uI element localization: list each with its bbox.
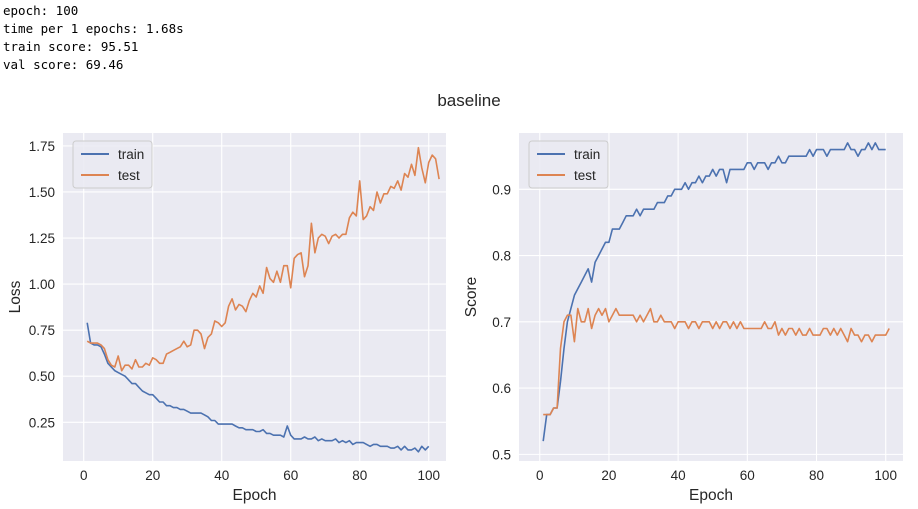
score-x-tick-label: 80 (809, 468, 824, 483)
score-x-tick-label: 60 (740, 468, 755, 483)
score-y-tick-label: 0.9 (492, 182, 511, 197)
score-series-test-line (543, 307, 890, 416)
loss-y-axis-label: Loss (7, 280, 24, 313)
loss-y-tick-label: 0.75 (29, 323, 55, 338)
loss-y-tick-label: 0.25 (29, 415, 55, 430)
loss-y-tick-label: 1.25 (29, 231, 55, 246)
loss-x-tick-label: 20 (145, 468, 160, 483)
log-epoch: epoch: 100 (3, 3, 79, 18)
log-time-per-epoch: time per 1 epochs: 1.68s (3, 21, 184, 36)
score-legend (528, 140, 609, 189)
score-y-tick-label: 0.6 (492, 381, 511, 396)
score-x-axis-label: Epoch (689, 487, 733, 504)
log-train-score: train score: 95.51 (3, 39, 139, 54)
loss-y-tick-label: 1.00 (29, 277, 55, 292)
loss-series-test-line (86, 146, 440, 372)
score-x-tick-label: 20 (601, 468, 616, 483)
log-val-score: val score: 69.46 (3, 57, 124, 72)
loss-legend (72, 140, 153, 189)
loss-x-tick-label: 0 (80, 468, 88, 483)
loss-x-tick-label: 80 (352, 468, 367, 483)
loss-series-train-line (86, 322, 430, 453)
score-y-tick-label: 0.8 (492, 249, 511, 264)
loss-legend-test-label: test (118, 168, 140, 183)
loss-x-tick-label: 100 (417, 468, 440, 483)
loss-chart: 0 20 40 60 80 100 0.25 0.50 0.75 1.00 1.25 1.50 1.75… (7, 133, 446, 504)
loss-legend-train-label: train (118, 147, 144, 162)
score-series-train-line (542, 142, 886, 442)
loss-y-tick-label: 1.75 (29, 139, 55, 154)
score-x-tick-label: 100 (874, 468, 897, 483)
loss-x-tick-label: 60 (283, 468, 298, 483)
figure-title: baseline (437, 91, 500, 110)
loss-y-tick-label: 1.50 (29, 185, 55, 200)
score-x-tick-label: 0 (536, 468, 544, 483)
training-log: epoch: 100 time per 1 epochs: 1.68s trai… (3, 2, 184, 74)
score-chart: 0 20 40 60 80 100 0.5 0.6 0.7 0.8 0.9 Epoch Score tra… (463, 133, 903, 504)
score-y-tick-label: 0.5 (492, 447, 511, 462)
score-y-axis-label: Score (463, 277, 480, 318)
score-x-tick-label: 40 (671, 468, 686, 483)
loss-y-tick-label: 0.50 (29, 369, 55, 384)
score-legend-train-label: train (574, 147, 600, 162)
score-legend-test-label: test (574, 168, 596, 183)
loss-x-axis-label: Epoch (233, 487, 277, 504)
score-y-tick-label: 0.7 (492, 315, 511, 330)
loss-x-tick-label: 40 (214, 468, 229, 483)
